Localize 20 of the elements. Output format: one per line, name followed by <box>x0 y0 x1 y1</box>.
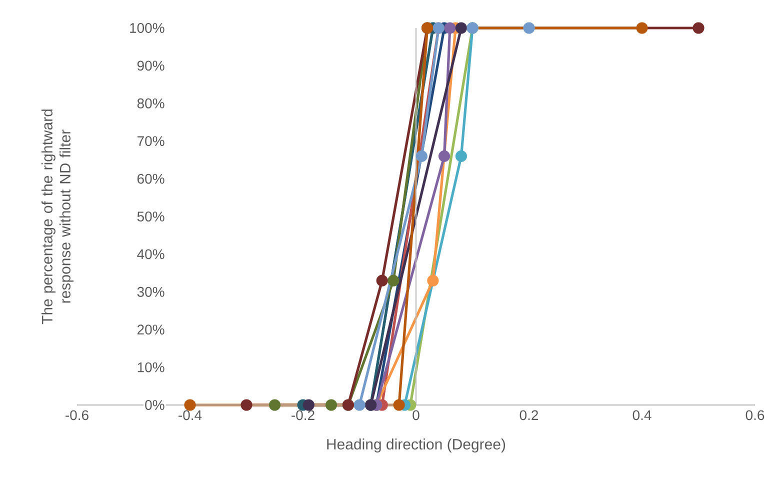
y-tick-label: 10% <box>138 362 164 372</box>
x-tick-label: -0.6 <box>66 410 88 420</box>
x-tick-label: -0.4 <box>178 410 202 420</box>
y-tick-label: 80% <box>137 98 164 108</box>
y-axis-title: The percentage of the rightward response without ND filter <box>41 110 74 324</box>
y-tick-label: 40% <box>137 249 164 260</box>
y-tick-label: 60% <box>137 174 164 184</box>
x-tick-label: 0.2 <box>520 410 538 420</box>
x-tick-label: 0.6 <box>746 410 764 420</box>
y-tick-label: 30% <box>137 286 164 297</box>
y-tick-label: 50% <box>137 212 164 222</box>
y-tick-label: 70% <box>138 136 164 146</box>
y-tick-label: 0% <box>145 400 164 410</box>
y-tick-label: 20% <box>137 324 164 335</box>
y-tick-label: 100% <box>130 23 164 33</box>
x-axis-title: Heading direction (Degree) <box>327 438 506 453</box>
x-tick-label: 0.4 <box>632 410 652 420</box>
x-tick-label: -0.2 <box>292 410 314 420</box>
y-tick-label: 90% <box>137 60 164 71</box>
x-tick-label: 0 <box>412 410 420 420</box>
